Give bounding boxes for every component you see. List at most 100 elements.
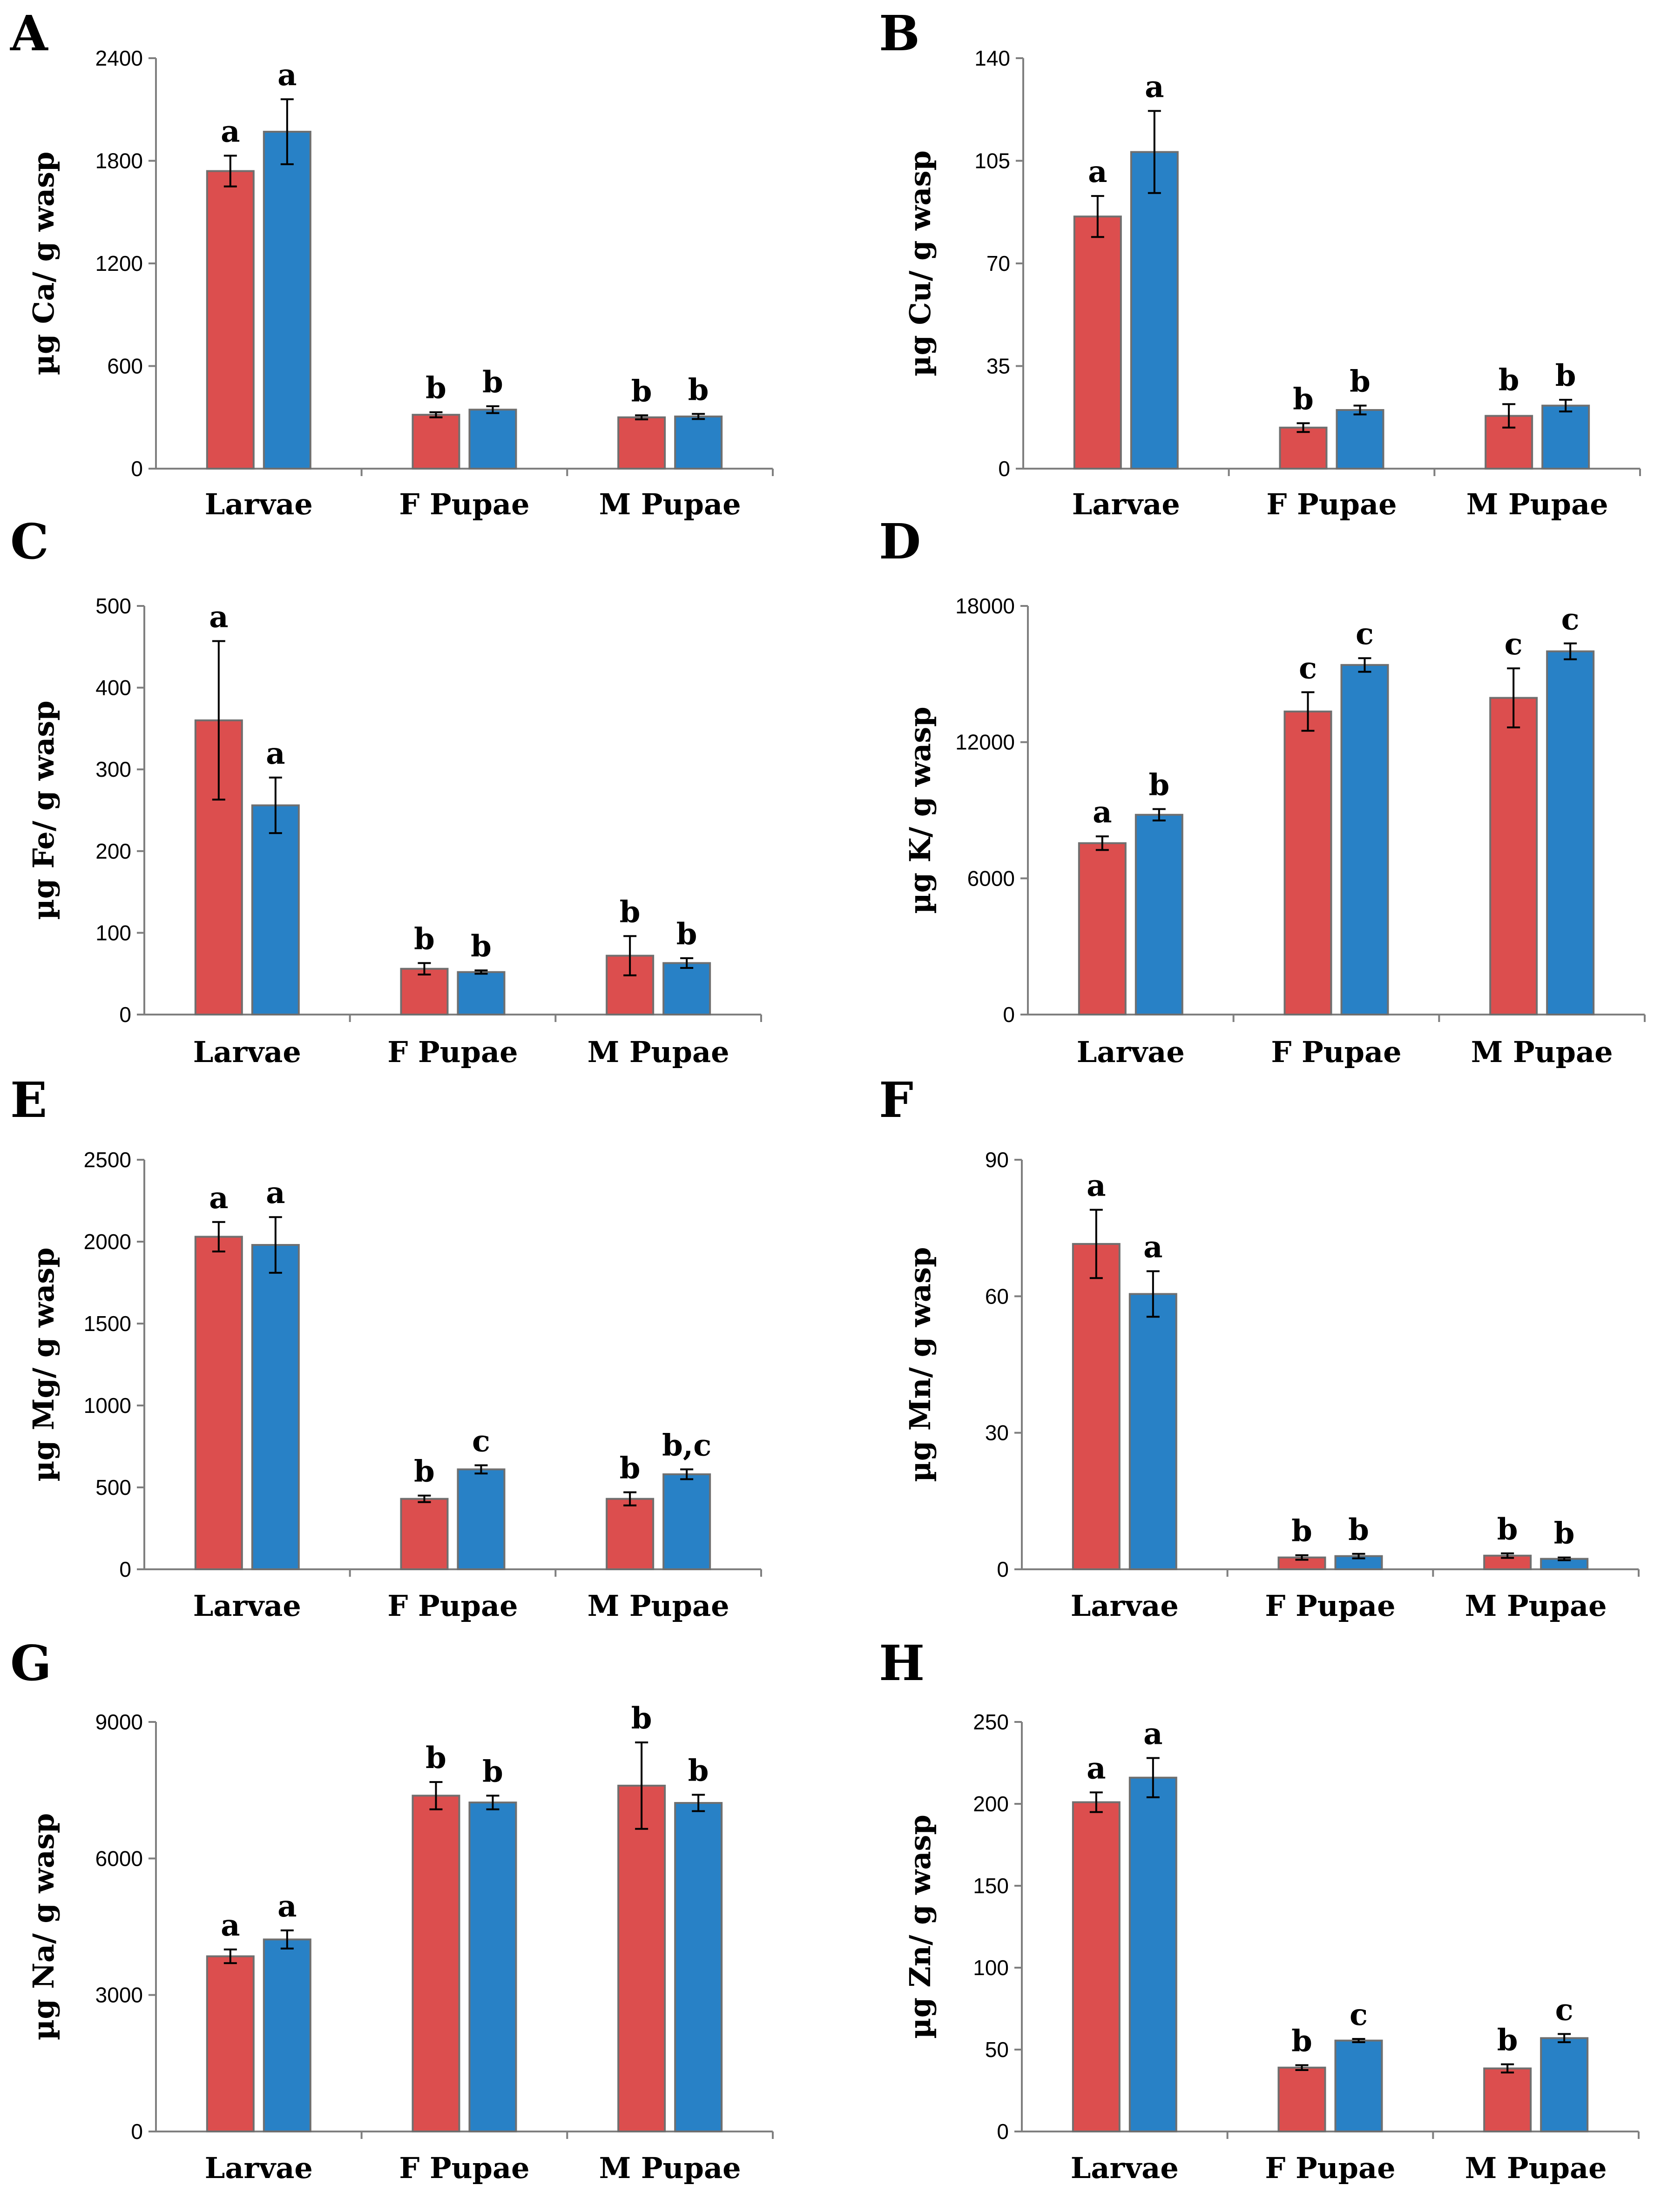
bar-larvae-series-2 (1134, 814, 1183, 1016)
y-tick-label: 70 (986, 251, 1010, 276)
significance-letter: a (221, 114, 240, 149)
significance-letter: a (1143, 1230, 1162, 1265)
category-label: F Pupae (1271, 1035, 1401, 1069)
significance-letter: c (1561, 602, 1580, 637)
panel-letter: A (10, 5, 48, 62)
significance-letter: b (1350, 364, 1371, 399)
y-tick-label: 0 (131, 2119, 143, 2144)
y-axis-title: µg Zn/ g wasp (903, 1815, 937, 2039)
significance-letter: a (277, 1889, 297, 1924)
significance-letter: b (414, 921, 435, 956)
bar-larvae-series-2 (263, 131, 311, 470)
significance-letter: b (620, 1451, 641, 1486)
significance-letter: a (266, 736, 285, 771)
y-tick-label: 50 (985, 2037, 1009, 2062)
significance-letter: b (1293, 382, 1314, 417)
y-tick-label: 30 (985, 1421, 1009, 1445)
significance-letter: b (631, 374, 652, 409)
bar-m-pupae-series-1 (1489, 697, 1538, 1016)
category-label: Larvae (1077, 1035, 1185, 1069)
y-tick-label: 1200 (95, 251, 143, 276)
significance-letter: b (1497, 2023, 1518, 2058)
significance-letter: c (1350, 1997, 1368, 2032)
panel-letter: G (10, 1634, 52, 1692)
y-axis-title: µg K/ g wasp (903, 706, 937, 914)
y-tick-label: 200 (95, 839, 131, 863)
bar-larvae-series-1 (1078, 842, 1127, 1015)
bar-f-pupae-series-2 (457, 1468, 506, 1571)
category-label: F Pupae (399, 2151, 529, 2185)
bar-f-pupae-series-1 (1283, 710, 1332, 1015)
bar-f-pupae-series-2 (1334, 2039, 1383, 2133)
y-tick-label: 60 (985, 1284, 1009, 1308)
bar-m-pupae-series-2 (1541, 404, 1590, 470)
y-tick-label: 2400 (95, 46, 143, 70)
bar-larvae-series-1 (1072, 1801, 1121, 2132)
significance-letter: b (1497, 1512, 1518, 1547)
significance-letter: b (482, 365, 503, 400)
y-axis-title: µg Cu/ g wasp (903, 150, 937, 377)
panel-b: B 0 35 70 105 140 µg Cu/ g wasp Larvae a a F Pupae… (879, 5, 1641, 521)
category-label: F Pupae (387, 1035, 518, 1069)
significance-letter: b (1148, 768, 1169, 803)
panel-letter: D (879, 513, 921, 570)
y-tick-label: 100 (95, 921, 131, 945)
significance-letter: b (688, 1753, 709, 1788)
category-label: F Pupae (399, 487, 529, 521)
bar-f-pupae-series-1 (412, 1795, 460, 2132)
bar-larvae-series-1 (206, 1955, 255, 2133)
significance-letter: b (1291, 1514, 1312, 1549)
bar-f-pupae-series-2 (468, 1802, 517, 2132)
significance-letter: a (266, 1176, 285, 1210)
panel-a: A 0 600 1200 1800 2400 µg Ca/ g wasp Larvae a a F … (10, 5, 774, 521)
panel-letter: C (10, 513, 49, 570)
category-label: M Pupae (1466, 487, 1608, 521)
significance-letter: b (1499, 363, 1519, 397)
bar-m-pupae-series-1 (617, 416, 666, 470)
y-tick-label: 3000 (95, 1983, 143, 2007)
category-label: M Pupae (1471, 1035, 1613, 1069)
y-tick-label: 0 (998, 457, 1010, 481)
significance-letter: b (1554, 1516, 1575, 1551)
bar-m-pupae-series-1 (606, 1498, 655, 1570)
significance-letter: b (414, 1454, 435, 1489)
panel-g: G 0 3000 6000 9000 µg Na/ g wasp Larvae a a F Pup… (10, 1634, 774, 2185)
significance-letter: b (620, 894, 641, 929)
significance-letter: b (688, 372, 709, 407)
y-tick-label: 500 (95, 594, 131, 618)
bar-f-pupae-series-1 (400, 1498, 449, 1570)
category-label: Larvae (205, 487, 313, 521)
significance-letter: a (1093, 795, 1112, 830)
significance-letter: b (631, 1701, 652, 1736)
y-tick-label: 9000 (95, 1710, 143, 1734)
bar-f-pupae-series-2 (1340, 664, 1389, 1016)
category-label: F Pupae (387, 1589, 518, 1623)
significance-letter: a (277, 58, 297, 93)
y-axis-title: µg Fe/ g wasp (27, 700, 61, 920)
y-tick-label: 105 (974, 149, 1010, 173)
category-label: Larvae (1071, 2151, 1179, 2185)
significance-letter: a (1143, 1716, 1162, 1751)
bar-m-pupae-series-2 (674, 1802, 723, 2132)
y-tick-label: 90 (985, 1148, 1009, 1172)
bar-larvae-series-2 (1128, 1776, 1177, 2132)
bar-m-pupae-series-2 (662, 962, 711, 1016)
bar-larvae-series-1 (1073, 215, 1122, 470)
panel-e: E 0 500 1000 1500 2000 2500 µg Mg/ g wasp Larvae… (10, 1071, 762, 1623)
y-tick-label: 0 (131, 457, 143, 481)
significance-letter: a (209, 600, 228, 635)
bar-f-pupae-series-2 (457, 971, 506, 1015)
y-tick-label: 1500 (84, 1311, 131, 1336)
bar-f-pupae-series-1 (412, 414, 460, 470)
significance-letter: a (1087, 1169, 1106, 1203)
bar-larvae-series-2 (251, 1244, 300, 1571)
category-label: M Pupae (599, 2151, 741, 2185)
y-tick-label: 600 (107, 354, 143, 378)
significance-letter: b (425, 1741, 446, 1775)
category-label: F Pupae (1265, 2151, 1395, 2185)
significance-letter: a (1088, 155, 1107, 189)
y-tick-label: 1800 (95, 149, 143, 173)
panel-letter: E (10, 1071, 47, 1129)
y-tick-label: 18000 (955, 594, 1015, 618)
